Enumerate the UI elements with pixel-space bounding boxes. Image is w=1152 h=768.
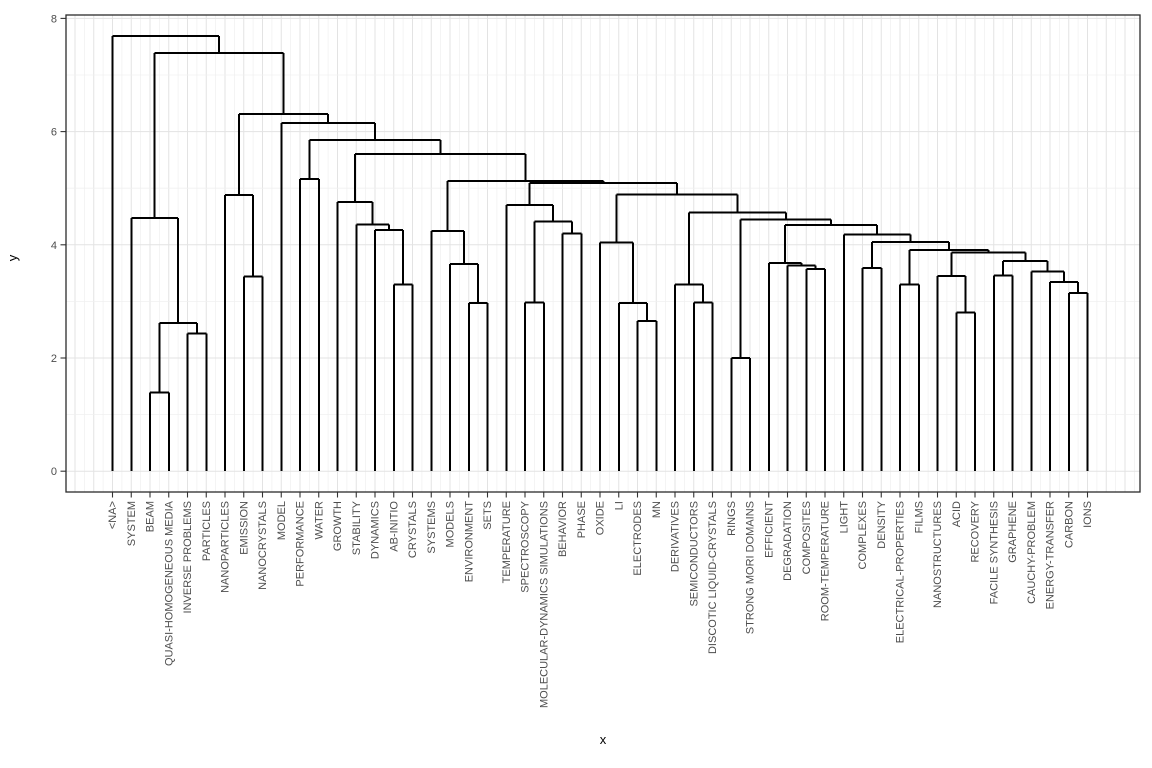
x-tick-label: PERFORMANCE xyxy=(295,501,307,587)
x-tick-label: QUASI-HOMOGENEOUS MEDIA xyxy=(163,500,175,666)
x-tick-label: IONS xyxy=(1082,501,1094,528)
x-tick-label: DYNAMICS xyxy=(370,501,382,559)
x-tick-label: GROWTH xyxy=(332,501,344,551)
x-tick-label: FILMS xyxy=(913,501,925,533)
x-tick-label: ACID xyxy=(951,501,963,527)
x-tick-label: STRONG MORI DOMAINS xyxy=(745,501,757,634)
x-tick-label: FACILE SYNTHESIS xyxy=(988,501,1000,604)
panel-border xyxy=(65,14,1141,493)
x-tick-label: SEMICONDUCTORS xyxy=(688,501,700,607)
x-tick-label: MODEL xyxy=(276,501,288,540)
x-tick-label: SYSTEM xyxy=(126,501,138,546)
y-tick-label: 8 xyxy=(51,13,57,25)
x-tick-label: OXIDE xyxy=(595,501,607,535)
x-tick-label: GRAPHENE xyxy=(1007,501,1019,563)
x-tick-label: AB-INITIO xyxy=(388,501,400,552)
x-tick-label: RINGS xyxy=(726,501,738,536)
x-tick-label: NANOPARTICLES xyxy=(220,501,232,593)
x-tick-label: CRYSTALS xyxy=(407,501,419,558)
x-tick-label: DERIVATIVES xyxy=(670,501,682,572)
x-tick-label: TEMPERATURE xyxy=(501,501,513,583)
x-tick-label: SPECTROSCOPY xyxy=(520,500,532,592)
x-tick-label: ENERGY-TRANSFER xyxy=(1045,501,1057,609)
y-axis-labels: 0 2 4 6 8 xyxy=(51,13,57,478)
x-tick-label: MODELS xyxy=(445,501,457,547)
x-tick-label: BEHAVIOR xyxy=(557,501,569,557)
dendrogram-segments xyxy=(111,34,1089,472)
x-tick-label: DEGRADATION xyxy=(782,501,794,581)
y-tick-label: 0 xyxy=(51,466,57,478)
axis-ticks xyxy=(60,17,1089,498)
y-axis-title: y xyxy=(5,254,20,261)
x-tick-label: INVERSE PROBLEMS xyxy=(182,501,194,613)
x-tick-label: ELECTRICAL-PROPERTIES xyxy=(895,501,907,643)
x-tick-label: PARTICLES xyxy=(201,501,213,561)
x-tick-label: DISCOTIC LIQUID-CRYSTALS xyxy=(707,501,719,654)
x-tick-label: NANOCRYSTALS xyxy=(257,501,269,590)
x-tick-label: CARBON xyxy=(1063,501,1075,548)
x-tick-label: MOLECULAR-DYNAMICS SIMULATIONS xyxy=(538,501,550,708)
y-tick-label: 6 xyxy=(51,127,57,139)
x-tick-label: COMPOSITES xyxy=(801,501,813,574)
x-tick-label: ROOM-TEMPERATURE xyxy=(820,501,832,621)
x-tick-label: CAUCHY-PROBLEM xyxy=(1026,501,1038,604)
x-tick-label: LI xyxy=(613,501,625,510)
x-tick-label: BEAM xyxy=(145,501,157,532)
x-tick-label: EMISSION xyxy=(238,501,250,555)
y-tick-label: 2 xyxy=(51,353,57,365)
x-tick-label: MN xyxy=(651,501,663,518)
x-tick-label: COMPLEXES xyxy=(857,501,869,569)
x-tick-label: NANOSTRUCTURES xyxy=(932,501,944,608)
y-tick-label: 4 xyxy=(51,240,57,252)
x-tick-label: RECOVERY xyxy=(970,500,982,562)
x-tick-label: DENSITY xyxy=(876,500,888,548)
x-tick-label: ELECTRODES xyxy=(632,501,644,576)
x-axis-labels: <NA> SYSTEM BEAM QUASI-HOMOGENEOUS MEDIA INV… xyxy=(107,500,1094,708)
dendrogram-links xyxy=(111,34,1089,472)
x-tick-label: SETS xyxy=(482,501,494,530)
x-tick-label: PHASE xyxy=(576,501,588,538)
x-tick-label: STABILITY xyxy=(351,500,363,555)
x-tick-label: ENVIRONMENT xyxy=(463,501,475,583)
x-tick-label: SYSTEMS xyxy=(426,501,438,554)
x-tick-label: <NA> xyxy=(107,501,119,529)
x-tick-label: WATER xyxy=(313,501,325,540)
x-tick-label: EFFICIENT xyxy=(763,501,775,558)
x-tick-label: LIGHT xyxy=(838,501,850,534)
x-axis-title: x xyxy=(600,732,607,747)
